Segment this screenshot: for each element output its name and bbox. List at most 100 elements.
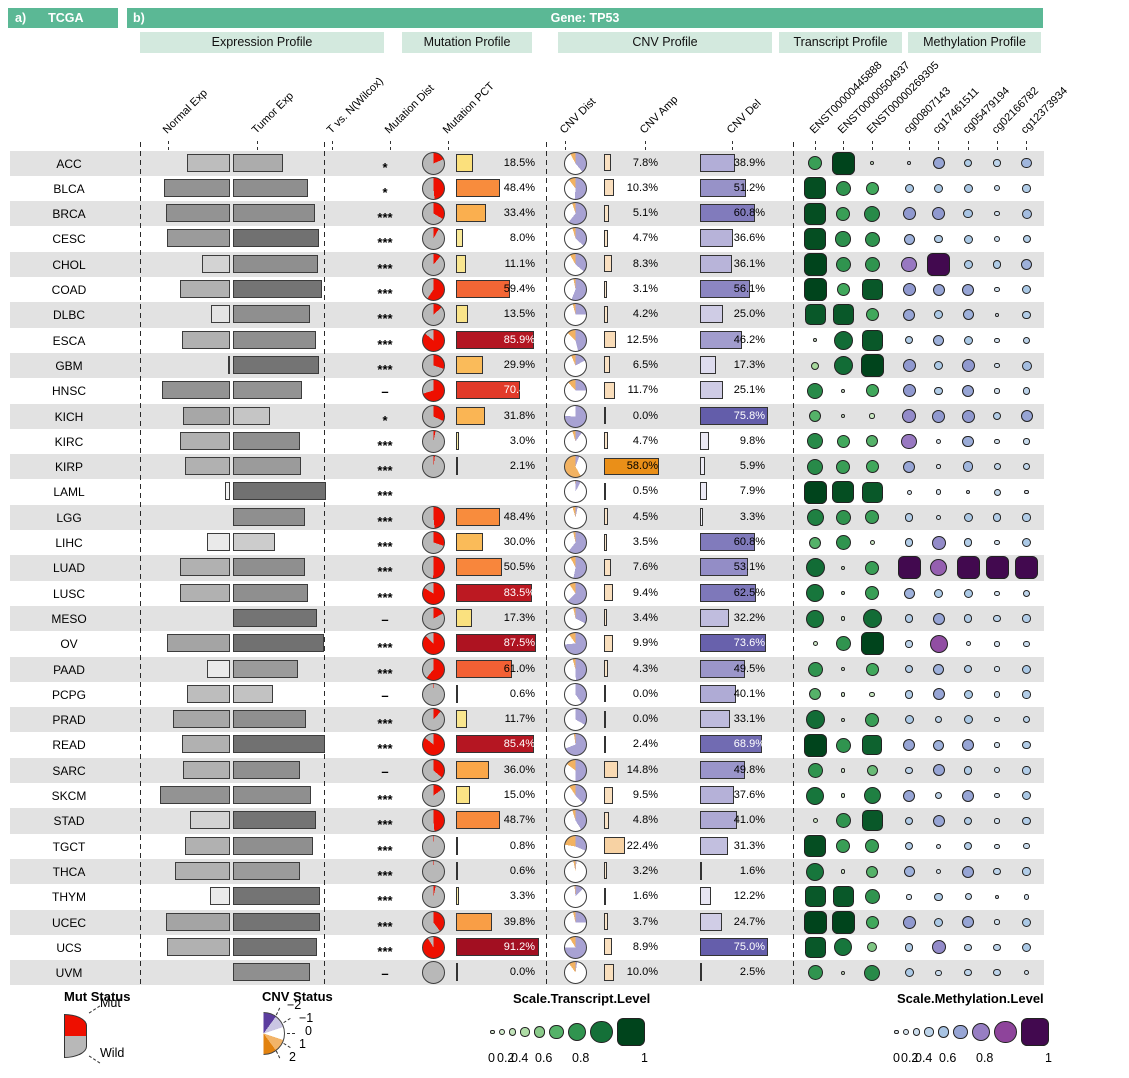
cnv-amp-value: 0.0%	[632, 409, 658, 422]
transcript-bubble	[866, 435, 878, 448]
cnv-pie	[564, 682, 587, 706]
methylation-bubble	[994, 666, 1000, 672]
cnv-del-value: 2.5%	[739, 966, 765, 979]
methylation-legend-bubble	[894, 1029, 899, 1035]
methylation-bubble	[1022, 513, 1031, 522]
column-label: CNV Dist	[557, 95, 599, 137]
tumor-exp-bar	[233, 229, 319, 248]
transcript-bubble	[831, 151, 855, 175]
normal-exp-bar	[211, 305, 230, 324]
significance: ***	[377, 260, 393, 276]
cnv-amp-value: 7.8%	[632, 156, 658, 169]
cnv-del-bar	[700, 887, 711, 906]
methylation-bubble	[927, 252, 950, 276]
transcript-bubble	[809, 688, 821, 701]
row-label: PCPG	[51, 687, 86, 702]
methylation-bubble	[1022, 791, 1031, 801]
significance: *	[382, 184, 388, 200]
cnv-del-value: 56.1%	[733, 283, 765, 295]
methylation-legend-title: Scale.Methylation.Level	[897, 991, 1044, 1006]
transcript-bubble	[840, 666, 846, 672]
cnv-amp-value: 22.4%	[626, 839, 658, 852]
methylation-legend-bubble	[1021, 1018, 1050, 1046]
transcript-bubble	[840, 413, 846, 419]
transcript-legend-bubble	[498, 1029, 505, 1035]
cnv-del-value: 17.3%	[733, 358, 765, 371]
methylation-legend-bubble	[912, 1028, 921, 1036]
row-label: OV	[60, 637, 78, 652]
cnv-del-value: 1.6%	[739, 864, 765, 877]
row-label: LAML	[53, 485, 85, 500]
cnv-amp-value: 4.8%	[632, 814, 658, 827]
methylation-bubble	[994, 919, 1000, 925]
mutation-pct-bar	[456, 280, 511, 298]
methylation-bubble	[903, 587, 915, 599]
methylation-bubble	[993, 488, 1001, 496]
cnv-pie	[564, 531, 587, 554]
methylation-legend-bubble	[924, 1027, 934, 1037]
cnv-amp-value: 9.4%	[632, 586, 658, 599]
transcript-bubble	[805, 710, 825, 730]
row-label: DLBC	[52, 308, 85, 323]
methylation-bubble	[992, 260, 1002, 269]
methylation-bubble	[935, 969, 942, 976]
methylation-bubble	[904, 183, 914, 193]
transcript-bubble	[807, 382, 823, 399]
transcript-bubble	[861, 810, 883, 832]
methylation-bubble	[903, 789, 915, 802]
methylation-bubble	[963, 158, 973, 168]
methylation-bubble	[994, 767, 1000, 774]
methylation-bubble	[956, 556, 980, 580]
mutation-pct-bar	[456, 406, 485, 425]
row-label: LIHC	[55, 536, 83, 550]
cnv-amp-bar	[604, 154, 612, 171]
mutation-pie	[422, 657, 445, 681]
significance: ***	[377, 286, 393, 301]
transcript-bubble	[807, 762, 823, 778]
mutation-pct-bar	[456, 861, 458, 880]
mutation-pct-value: 87.5%	[503, 637, 535, 650]
cnv-amp-bar	[604, 837, 626, 855]
transcript-bubble	[831, 910, 855, 934]
methylation-bubble	[1022, 816, 1031, 826]
column-label: Mutation Dist	[382, 82, 437, 137]
cnv-amp-value: 10.0%	[626, 966, 658, 979]
methylation-legend-bubble	[937, 1026, 950, 1038]
methylation-bubble	[1022, 867, 1031, 876]
normal-exp-bar	[185, 457, 230, 476]
transcript-bubble	[862, 609, 882, 629]
mutation-pct-bar	[456, 583, 532, 602]
mutation-pie	[422, 202, 445, 226]
mutation-pct-value: 83.5%	[503, 586, 535, 599]
methylation-bubble	[1022, 942, 1031, 952]
methylation-bubble	[904, 614, 914, 623]
transcript-bubble	[840, 970, 846, 975]
column-tick	[937, 141, 939, 150]
methylation-bubble	[963, 512, 973, 522]
cnv-del-bar	[700, 786, 734, 804]
transcript-bubble	[804, 304, 826, 326]
normal-exp-bar	[167, 937, 230, 956]
methylation-bubble	[993, 969, 1001, 977]
significance: ***	[377, 488, 393, 504]
transcript-bubble	[811, 361, 819, 370]
transcript-bubble	[865, 662, 879, 676]
column-label: T vs. N(Wilcox)	[324, 75, 386, 137]
normal-exp-bar	[162, 381, 230, 400]
cnv-amp-bar	[604, 229, 609, 247]
mutation-pie	[422, 455, 445, 479]
column-tick	[967, 141, 969, 150]
methylation-bubble	[935, 868, 942, 875]
cnv-del-value: 75.8%	[733, 409, 765, 422]
mutation-pie	[422, 581, 445, 605]
mutation-pie	[422, 176, 445, 200]
group-header-methylation: Methylation Profile	[908, 32, 1041, 53]
mutation-pct-bar	[456, 963, 458, 982]
transcript-bubble	[803, 733, 827, 757]
mutation-pct-value: 31.8%	[503, 409, 535, 422]
transcript-bubble	[804, 177, 826, 200]
cnv-del-bar	[700, 937, 768, 956]
mutation-pie	[422, 606, 445, 630]
cnv-amp-value: 9.9%	[632, 637, 658, 650]
cnv-del-value: 36.1%	[733, 257, 765, 270]
